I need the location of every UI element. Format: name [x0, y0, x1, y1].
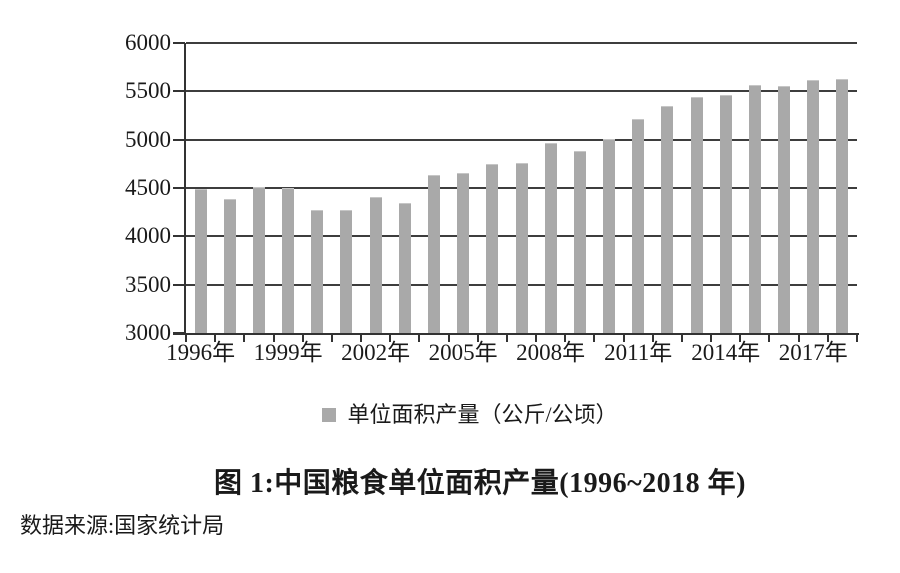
- bar-2002年: [369, 196, 382, 333]
- bar-1999年: [282, 187, 295, 333]
- y-axis-label-3000: 3000: [125, 320, 171, 345]
- legend-swatch-icon: [322, 408, 337, 422]
- bar-2016年: [778, 85, 791, 333]
- plot-area: [173, 42, 859, 342]
- x-axis-label-2014年: 2014年: [691, 340, 761, 365]
- bar-2006年: [486, 163, 499, 333]
- bar-2017年: [807, 80, 820, 333]
- x-tick: [680, 335, 683, 342]
- x-axis-label-1999年: 1999年: [253, 340, 323, 365]
- x-tick: [856, 335, 858, 342]
- bar-2013年: [690, 97, 703, 333]
- bar-1997年: [223, 198, 236, 333]
- gridline-5500: [186, 90, 857, 93]
- x-tick: [826, 335, 829, 342]
- y-tick: [173, 138, 185, 141]
- x-tick: [272, 335, 275, 342]
- x-tick: [564, 335, 567, 342]
- data-source-note: 数据来源:国家统计局: [20, 513, 225, 538]
- x-tick: [301, 335, 304, 342]
- y-tick: [173, 283, 185, 286]
- x-tick: [797, 335, 800, 342]
- y-axis-label-6000: 6000: [125, 30, 171, 55]
- bar-2000年: [311, 210, 324, 333]
- y-tick: [173, 332, 185, 334]
- x-tick: [418, 335, 421, 342]
- bar-2010年: [603, 138, 616, 333]
- x-axis-label-1996年: 1996年: [166, 340, 236, 365]
- x-axis-label-2002年: 2002年: [341, 340, 411, 365]
- x-axis-label-2011年: 2011年: [604, 340, 673, 365]
- x-tick: [243, 335, 246, 342]
- x-tick: [185, 335, 187, 342]
- x-tick: [710, 335, 713, 342]
- bar-2015年: [748, 84, 761, 333]
- x-axis-label-2008年: 2008年: [516, 340, 586, 365]
- y-axis-label-4000: 4000: [125, 223, 171, 249]
- y-tick: [173, 42, 185, 44]
- x-tick: [214, 335, 217, 342]
- x-tick: [360, 335, 363, 342]
- x-tick: [535, 335, 538, 342]
- y-axis-line: [184, 43, 186, 335]
- bar-2018年: [836, 78, 849, 333]
- x-tick: [389, 335, 392, 342]
- bar-2014年: [719, 94, 732, 333]
- bar-2004年: [427, 175, 440, 333]
- x-tick: [622, 335, 625, 342]
- bar-2001年: [340, 209, 353, 333]
- y-axis-label-3500: 3500: [125, 271, 171, 297]
- x-tick: [330, 335, 333, 342]
- y-tick: [173, 90, 185, 93]
- x-axis-label-2005年: 2005年: [428, 340, 498, 365]
- bar-1998年: [252, 186, 265, 333]
- legend: 单位面积产量（公斤/公顷）: [0, 402, 900, 428]
- gridline-6000: [186, 42, 857, 44]
- gridline-5000: [186, 138, 857, 141]
- bar-2009年: [573, 151, 586, 333]
- x-tick: [739, 335, 742, 342]
- x-tick: [651, 335, 654, 342]
- bar-2005年: [457, 173, 470, 333]
- x-axis-label-2017年: 2017年: [778, 340, 848, 365]
- x-tick: [476, 335, 479, 342]
- chart-title: 图 1:中国粮食单位面积产量(1996~2018 年): [213, 468, 747, 499]
- y-axis-label-5500: 5500: [125, 78, 171, 104]
- y-tick: [173, 235, 185, 238]
- y-axis-label-4500: 4500: [125, 175, 171, 200]
- legend-label: 单位面积产量（公斤/公顷）: [347, 402, 618, 427]
- x-tick: [768, 335, 771, 342]
- bar-2011年: [632, 119, 645, 333]
- bar-2012年: [661, 105, 674, 333]
- bar-2007年: [515, 163, 528, 333]
- y-axis-label-5000: 5000: [125, 126, 171, 152]
- x-tick: [593, 335, 596, 342]
- x-tick: [505, 335, 508, 342]
- x-tick: [447, 335, 450, 342]
- bar-1996年: [194, 188, 207, 333]
- bar-2008年: [544, 143, 557, 333]
- y-tick: [173, 187, 185, 189]
- x-axis-line: [173, 333, 859, 335]
- bar-2003年: [398, 203, 411, 333]
